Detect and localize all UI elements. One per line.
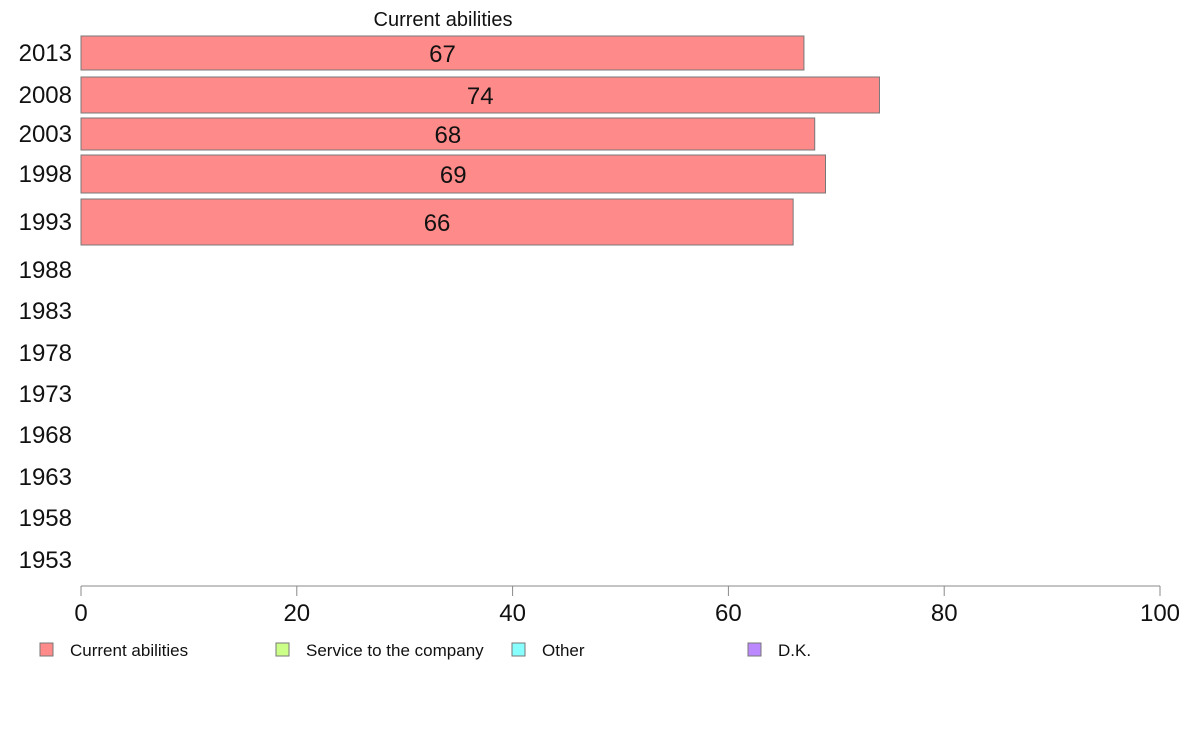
bar-value-label-1993: 66 (424, 210, 451, 237)
legend-swatch-3 (747, 642, 762, 657)
legend-swatch-1 (275, 642, 290, 657)
legend-label-0: Current abilities (70, 641, 188, 660)
x-tick-label-20: 20 (283, 600, 310, 627)
year-label-1973: 1973 (19, 381, 72, 408)
legend-swatch-0 (39, 642, 54, 657)
year-label-1988: 1988 (19, 257, 72, 284)
x-tick-label-40: 40 (499, 600, 526, 627)
bar-value-label-2013: 67 (429, 41, 456, 68)
x-axis: 0 20 40 60 80 100 (74, 585, 1180, 627)
x-tick-label-100: 100 (1140, 600, 1180, 627)
x-tick-label-0: 0 (74, 600, 87, 627)
year-label-2013: 2013 (19, 40, 72, 67)
chart-title: Current abilities (374, 9, 513, 31)
year-label-1978: 1978 (19, 340, 72, 367)
year-labels-group: 2013 2008 2003 1998 1993 1988 1983 1978 1973 1968… (19, 40, 72, 574)
bar-value-label-2008: 74 (467, 83, 494, 110)
year-label-1953: 1953 (19, 547, 72, 574)
bar-2013 (80, 35, 805, 71)
bar-value-label-1998: 69 (440, 162, 467, 189)
legend-swatch-2 (511, 642, 526, 657)
year-label-1998: 1998 (19, 161, 72, 188)
year-label-2008: 2008 (19, 82, 72, 109)
legend-label-1: Service to the company (306, 641, 484, 660)
legend-label-2: Other (542, 641, 585, 660)
year-label-1958: 1958 (19, 505, 72, 532)
bar-1993 (80, 198, 794, 246)
year-label-1983: 1983 (19, 298, 72, 325)
year-label-1963: 1963 (19, 464, 72, 491)
bar-2008 (80, 76, 880, 114)
bar-2003 (80, 117, 816, 151)
year-label-2003: 2003 (19, 121, 72, 148)
year-label-1968: 1968 (19, 422, 72, 449)
bars-group (80, 35, 880, 246)
bar-value-label-2003: 68 (435, 122, 462, 149)
legend-label-3: D.K. (778, 641, 811, 660)
year-label-1993: 1993 (19, 209, 72, 236)
x-tick-label-60: 60 (715, 600, 742, 627)
x-tick-label-80: 80 (931, 600, 958, 627)
bar-1998 (80, 154, 827, 194)
legend: Current abilities Service to the company O… (39, 641, 811, 660)
